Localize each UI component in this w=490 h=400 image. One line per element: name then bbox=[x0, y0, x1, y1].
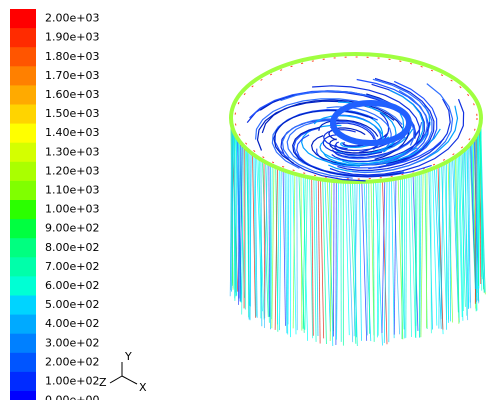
pathline bbox=[431, 169, 432, 333]
colorbar-label: 1.40e+03 bbox=[45, 126, 99, 139]
pathline bbox=[288, 172, 289, 324]
triad-axis bbox=[122, 376, 137, 384]
color-swatch bbox=[10, 28, 36, 48]
colorbar: 2.00e+03 1.90e+03 1.80e+03 1.70e+03 1.60e+03… bbox=[10, 9, 99, 400]
pathline bbox=[433, 169, 437, 326]
color-swatch bbox=[10, 391, 36, 400]
color-swatch bbox=[10, 276, 36, 296]
axis-triad: Y Z X bbox=[99, 350, 147, 394]
color-swatch bbox=[10, 315, 36, 335]
pathline bbox=[238, 139, 239, 305]
viewer: 2.00e+03 1.90e+03 1.80e+03 1.70e+03 1.60e+03… bbox=[0, 0, 490, 400]
color-swatch bbox=[10, 257, 36, 277]
triad-label: Z bbox=[99, 376, 107, 389]
pathline bbox=[279, 169, 281, 330]
colorbar-label: 3.00e+02 bbox=[45, 336, 99, 349]
triad-label: Y bbox=[124, 350, 132, 363]
color-swatch bbox=[10, 162, 36, 182]
pathline bbox=[402, 177, 403, 339]
pathline bbox=[416, 174, 417, 338]
colorbar-label: 1.80e+03 bbox=[45, 50, 99, 63]
colorbar-label: 0.00e+00 bbox=[45, 394, 99, 400]
colorbar-label: 7.00e+02 bbox=[45, 260, 99, 273]
pathline bbox=[359, 182, 361, 341]
colorbar-label: 1.00e+03 bbox=[45, 203, 99, 216]
colorbar-label: 8.00e+02 bbox=[45, 241, 99, 254]
colorbar-label: 2.00e+03 bbox=[45, 12, 99, 25]
colorbar-label: 9.00e+02 bbox=[45, 222, 99, 235]
color-swatch bbox=[10, 85, 36, 105]
colorbar-label: 1.10e+03 bbox=[45, 183, 99, 196]
color-swatch bbox=[10, 296, 36, 316]
pathline bbox=[318, 179, 320, 344]
color-swatch bbox=[10, 238, 36, 258]
colorbar-label: 1.60e+03 bbox=[45, 88, 99, 101]
pathline bbox=[277, 169, 279, 325]
color-swatch bbox=[10, 372, 36, 392]
color-swatch bbox=[10, 9, 36, 29]
pathline bbox=[314, 178, 316, 342]
colorbar-label: 1.90e+03 bbox=[45, 31, 99, 44]
colorbar-label: 5.00e+02 bbox=[45, 298, 99, 311]
pathline bbox=[450, 160, 451, 322]
colorbar-label: 1.70e+03 bbox=[45, 69, 99, 82]
pathline bbox=[369, 182, 370, 334]
pathline bbox=[411, 175, 415, 337]
pathline bbox=[301, 175, 302, 330]
pathline bbox=[287, 171, 288, 334]
pathline bbox=[377, 181, 378, 337]
colorbar-label: 6.00e+02 bbox=[45, 279, 99, 292]
colorbar-label: 1.30e+03 bbox=[45, 145, 99, 158]
pathlines bbox=[230, 54, 485, 346]
triad-label: X bbox=[139, 381, 147, 394]
triad-axis bbox=[110, 376, 122, 383]
pathline bbox=[406, 176, 407, 337]
color-swatch bbox=[10, 66, 36, 86]
pathline bbox=[392, 179, 395, 338]
pathline bbox=[426, 171, 427, 328]
colorbar-label: 1.20e+03 bbox=[45, 164, 99, 177]
pathline bbox=[264, 161, 265, 318]
color-swatch bbox=[10, 105, 36, 125]
pathline bbox=[362, 182, 367, 341]
color-swatch bbox=[10, 143, 36, 163]
colorbar-label: 4.00e+02 bbox=[45, 317, 99, 330]
colorbar-label: 2.00e+02 bbox=[45, 355, 99, 368]
color-swatch bbox=[10, 47, 36, 67]
color-swatch bbox=[10, 334, 36, 354]
color-swatch bbox=[10, 200, 36, 220]
color-swatch bbox=[10, 219, 36, 239]
pathline bbox=[316, 179, 318, 336]
pathline bbox=[366, 182, 367, 336]
color-swatch bbox=[10, 181, 36, 201]
pathline bbox=[333, 181, 334, 336]
colorbar-label: 1.00e+02 bbox=[45, 374, 99, 387]
pathline bbox=[409, 176, 412, 337]
color-swatch bbox=[10, 353, 36, 373]
color-swatch bbox=[10, 124, 36, 144]
colorbar-label: 1.50e+03 bbox=[45, 107, 99, 120]
pathline bbox=[337, 181, 339, 339]
